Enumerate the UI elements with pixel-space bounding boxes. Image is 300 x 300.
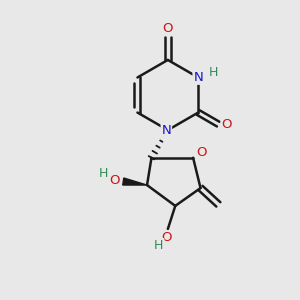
Text: H: H [99,167,109,180]
Text: O: O [161,231,172,244]
Polygon shape [123,178,147,185]
Text: O: O [109,173,120,187]
Text: H: H [209,66,218,79]
Text: O: O [221,118,232,130]
Text: H: H [154,239,164,252]
Text: O: O [196,146,207,159]
Text: O: O [163,22,173,35]
Text: N: N [161,124,171,136]
Text: N: N [193,71,203,84]
